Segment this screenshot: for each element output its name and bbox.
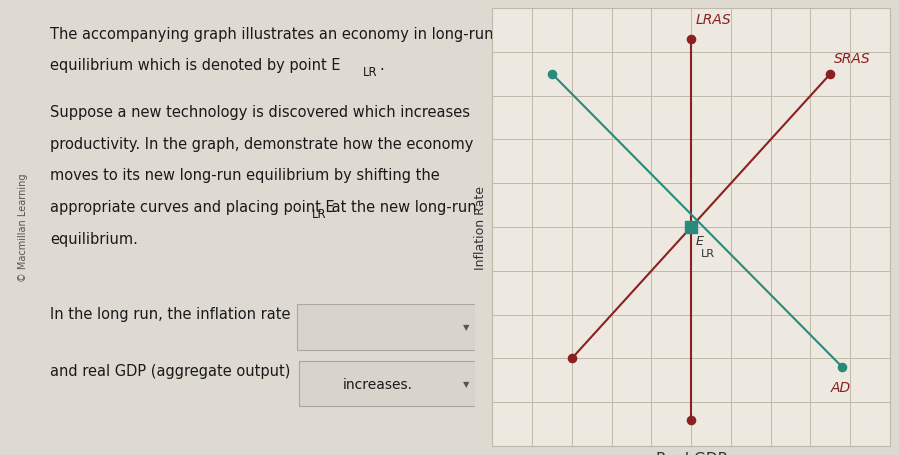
Text: appropriate curves and placing point E: appropriate curves and placing point E — [50, 200, 334, 214]
Text: SRAS: SRAS — [834, 52, 871, 66]
Point — [684, 416, 699, 423]
Point — [565, 355, 579, 362]
Point — [545, 71, 559, 78]
Point — [835, 364, 850, 371]
Text: equilibrium which is denoted by point E: equilibrium which is denoted by point E — [50, 58, 341, 73]
Text: The accompanying graph illustrates an economy in long-run: The accompanying graph illustrates an ec… — [50, 26, 494, 41]
Text: E: E — [696, 234, 704, 247]
Text: LR: LR — [700, 248, 715, 258]
Point — [684, 36, 699, 43]
Text: © Macmillan Learning: © Macmillan Learning — [18, 173, 28, 282]
Point — [684, 224, 699, 231]
Point — [823, 71, 838, 78]
FancyBboxPatch shape — [299, 361, 482, 407]
X-axis label: Real GDP: Real GDP — [655, 451, 726, 455]
Text: LR: LR — [363, 66, 378, 79]
Text: equilibrium.: equilibrium. — [50, 231, 138, 246]
Text: increases.: increases. — [343, 377, 413, 391]
Y-axis label: Inflation Rate: Inflation Rate — [474, 186, 487, 269]
Text: AD: AD — [831, 380, 850, 394]
Text: moves to its new long-run equilibrium by shifting the: moves to its new long-run equilibrium by… — [50, 168, 440, 183]
Text: productivity. In the graph, demonstrate how the economy: productivity. In the graph, demonstrate … — [50, 136, 474, 152]
Text: In the long run, the inflation rate: In the long run, the inflation rate — [50, 306, 290, 321]
Text: ▼: ▼ — [463, 323, 469, 332]
Text: .: . — [379, 58, 384, 73]
FancyBboxPatch shape — [297, 304, 480, 350]
Text: Suppose a new technology is discovered which increases: Suppose a new technology is discovered w… — [50, 105, 470, 120]
Text: and real GDP (aggregate output): and real GDP (aggregate output) — [50, 363, 290, 378]
Text: LRAS: LRAS — [695, 13, 731, 26]
Text: LR: LR — [312, 207, 326, 220]
Text: ▼: ▼ — [463, 379, 469, 389]
Text: at the new long-run: at the new long-run — [326, 200, 476, 214]
